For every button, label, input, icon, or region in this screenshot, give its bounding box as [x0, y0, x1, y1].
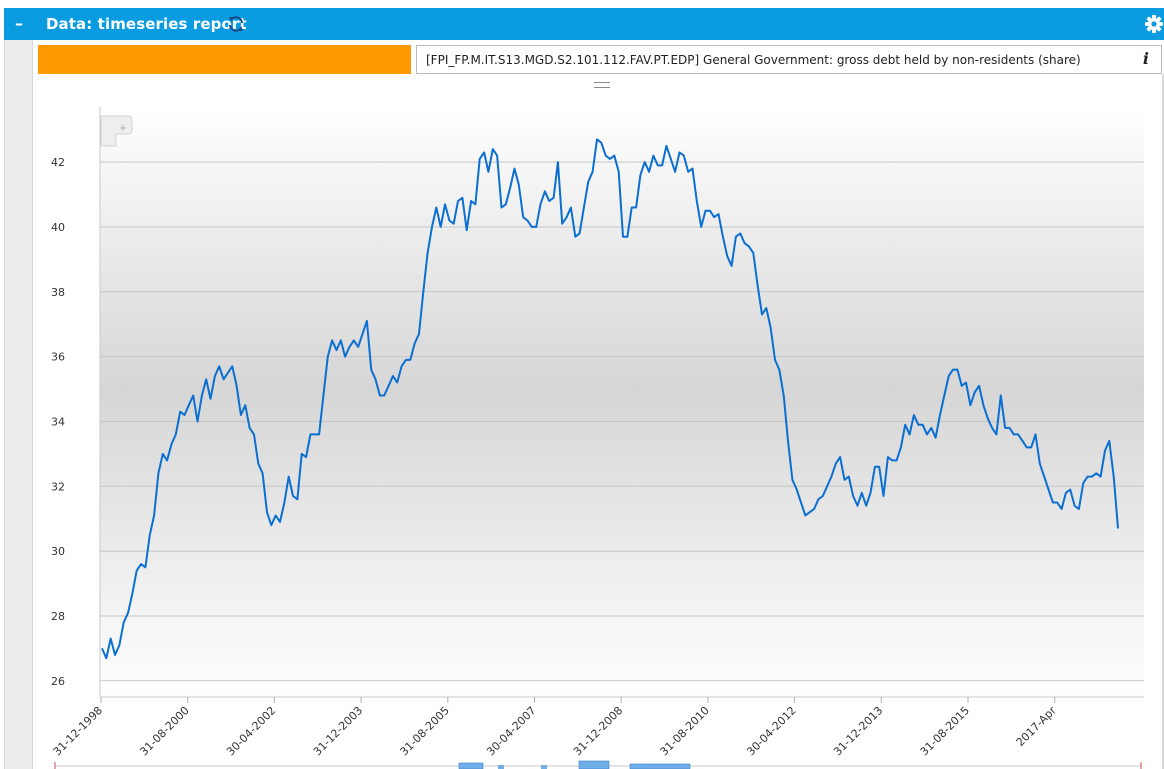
x-tick-label: 31-12-2003 [311, 704, 365, 758]
series-line [101, 138, 1119, 660]
x-tick-label: 30-04-2007 [484, 704, 538, 758]
x-tick-label: 2017-Apr [1014, 704, 1059, 749]
svg-text:+: + [119, 123, 127, 134]
series-selector[interactable]: [FPI_FP.M.IT.S13.MGD.S2.101.112.FAV.PT.E… [416, 45, 1162, 74]
zoom-reset-icon[interactable]: + [100, 115, 133, 147]
widget-header: – Data: timeseries report [4, 8, 1164, 40]
y-axis: 26 28 30 32 34 36 38 40 42 [51, 156, 65, 688]
x-tick-label: 31-08-2000 [137, 704, 191, 758]
gear-icon[interactable] [1144, 14, 1164, 34]
y-tick-label: 32 [51, 480, 65, 493]
x-tick-label: 31-08-2015 [918, 704, 972, 758]
left-panel-strip [4, 40, 33, 769]
y-tick-label: 28 [51, 610, 65, 623]
y-tick-label: 26 [51, 675, 65, 688]
x-tick-label: 31-08-2005 [398, 704, 452, 758]
x-tick-label: 31-12-1998 [51, 704, 105, 758]
x-tick-label: 30-04-2012 [744, 704, 798, 758]
y-tick-label: 30 [51, 545, 65, 558]
info-icon[interactable]: i [1142, 49, 1149, 68]
y-tick-label: 40 [51, 221, 65, 234]
x-axis: 31-12-1998 31-08-2000 30-04-2002 31-12-2003… [51, 697, 1059, 758]
series-color-swatch [38, 45, 411, 74]
grid-lines [100, 161, 1144, 682]
refresh-icon[interactable] [226, 14, 246, 34]
navigator-strip [54, 760, 1142, 769]
x-tick-label: 31-08-2010 [658, 704, 712, 758]
y-tick-label: 38 [51, 286, 65, 299]
plot-area [100, 107, 1144, 697]
x-tick-label: 31-12-2008 [571, 704, 625, 758]
widget-title: Data: timeseries report [46, 15, 247, 33]
y-tick-label: 42 [51, 156, 65, 169]
y-tick-label: 36 [51, 351, 65, 364]
panel-right-border [1162, 74, 1164, 769]
y-tick-label: 34 [51, 415, 65, 428]
resize-handle[interactable] [594, 82, 610, 88]
series-label: [FPI_FP.M.IT.S13.MGD.S2.101.112.FAV.PT.E… [426, 53, 1081, 67]
x-tick-label: 30-04-2002 [224, 704, 278, 758]
minus-icon[interactable]: – [15, 14, 23, 33]
x-tick-label: 31-12-2013 [831, 704, 885, 758]
